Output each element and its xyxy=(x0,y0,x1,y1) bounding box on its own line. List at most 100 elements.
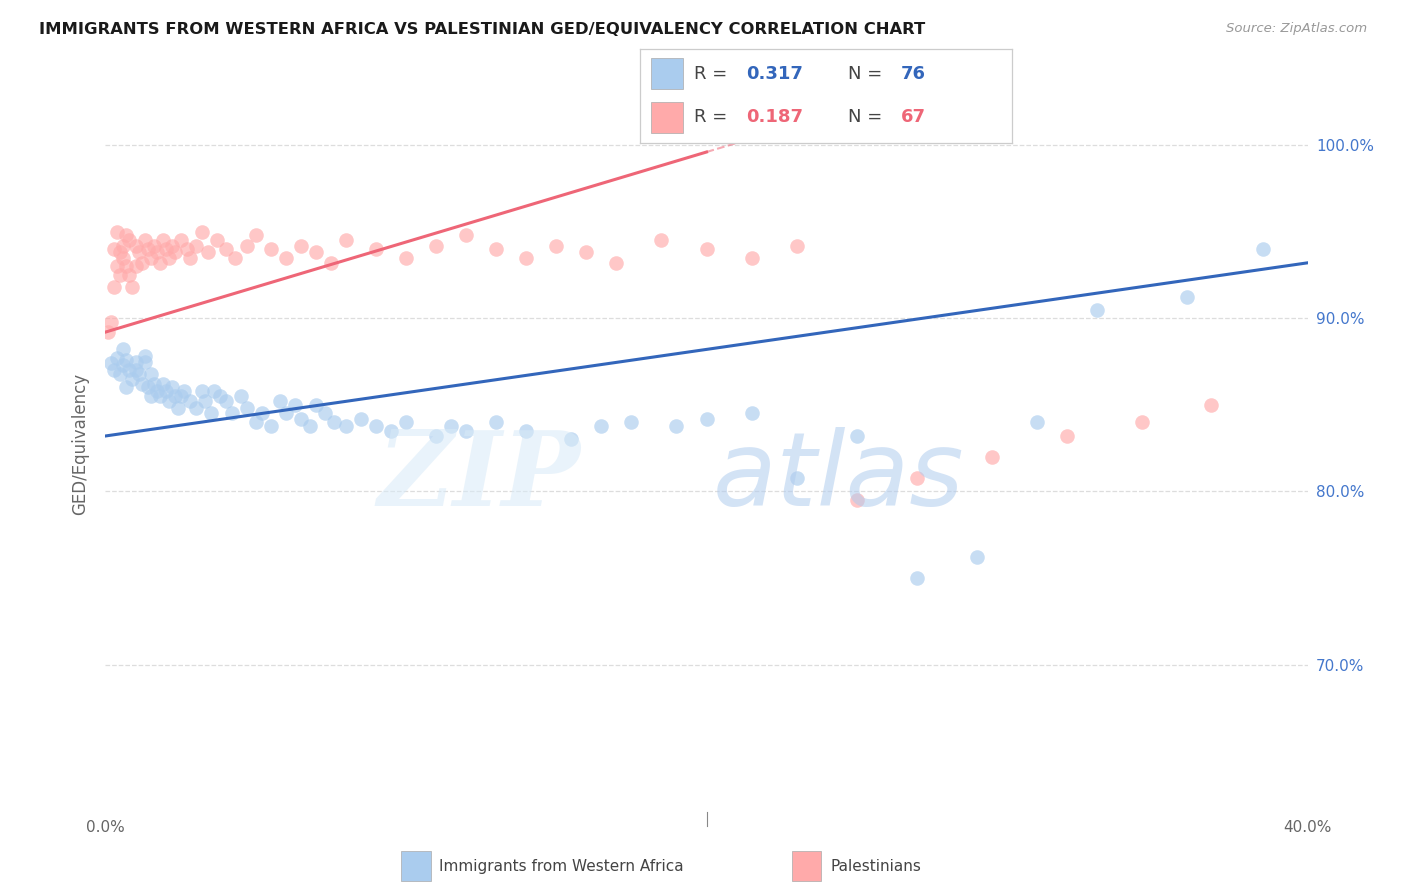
Point xyxy=(121,372,143,386)
Point xyxy=(197,245,219,260)
Text: N =: N = xyxy=(848,108,889,126)
Point xyxy=(200,407,222,421)
Point xyxy=(905,470,928,484)
Point xyxy=(160,238,183,252)
Point xyxy=(112,251,135,265)
Text: 67: 67 xyxy=(900,108,925,126)
Point xyxy=(905,571,928,585)
Point xyxy=(139,367,162,381)
Point xyxy=(274,407,297,421)
Text: Palestinians: Palestinians xyxy=(831,859,921,873)
Point xyxy=(454,424,477,438)
Point xyxy=(176,242,198,256)
Point xyxy=(139,251,162,265)
Bar xyxy=(651,59,682,89)
Point xyxy=(112,343,135,357)
Point xyxy=(142,377,165,392)
Point xyxy=(115,352,138,367)
Point xyxy=(103,363,125,377)
Point xyxy=(145,384,167,398)
Point xyxy=(157,394,180,409)
Point xyxy=(115,260,138,274)
Point xyxy=(118,363,141,377)
Point xyxy=(485,415,508,429)
Point xyxy=(163,245,186,260)
Point xyxy=(205,233,228,247)
Point xyxy=(163,389,186,403)
Point xyxy=(319,256,342,270)
Point xyxy=(665,418,688,433)
Point xyxy=(290,411,312,425)
Point xyxy=(107,225,129,239)
Point xyxy=(118,268,141,282)
Point xyxy=(364,242,387,256)
Text: N =: N = xyxy=(848,65,889,83)
Point xyxy=(214,242,236,256)
Text: 0.317: 0.317 xyxy=(747,65,803,83)
Point xyxy=(179,394,201,409)
Point xyxy=(214,394,236,409)
Point xyxy=(274,251,297,265)
Point xyxy=(131,377,153,392)
Point xyxy=(454,228,477,243)
Point xyxy=(229,389,252,403)
Point xyxy=(103,242,125,256)
Text: R =: R = xyxy=(693,65,733,83)
Point xyxy=(121,280,143,294)
Point xyxy=(591,418,613,433)
Point xyxy=(124,260,146,274)
Point xyxy=(118,233,141,247)
Point xyxy=(152,233,174,247)
Point xyxy=(696,411,718,425)
Point xyxy=(134,354,156,368)
Text: Source: ZipAtlas.com: Source: ZipAtlas.com xyxy=(1226,22,1367,36)
Point xyxy=(139,389,162,403)
Point xyxy=(1026,415,1049,429)
Point xyxy=(395,251,418,265)
Point xyxy=(305,245,328,260)
Text: R =: R = xyxy=(693,108,733,126)
Point xyxy=(1251,242,1274,256)
Point xyxy=(166,401,188,416)
Point xyxy=(350,411,373,425)
Point xyxy=(208,389,231,403)
Point xyxy=(741,407,763,421)
Text: atlas: atlas xyxy=(713,427,965,527)
Point xyxy=(131,256,153,270)
Point xyxy=(260,242,283,256)
Point xyxy=(110,245,132,260)
Point xyxy=(786,238,808,252)
Point xyxy=(696,242,718,256)
Point xyxy=(515,424,537,438)
Point xyxy=(155,384,177,398)
Point xyxy=(107,260,129,274)
Point xyxy=(136,242,159,256)
Text: IMMIGRANTS FROM WESTERN AFRICA VS PALESTINIAN GED/EQUIVALENCY CORRELATION CHART: IMMIGRANTS FROM WESTERN AFRICA VS PALEST… xyxy=(39,22,925,37)
Point xyxy=(485,242,508,256)
Point xyxy=(224,251,246,265)
Point xyxy=(425,429,447,443)
Point xyxy=(100,356,122,370)
Point xyxy=(1175,290,1198,304)
Point xyxy=(190,225,212,239)
Point xyxy=(515,251,537,265)
Point xyxy=(335,418,357,433)
Point xyxy=(1056,429,1078,443)
Point xyxy=(395,415,418,429)
Point xyxy=(245,415,267,429)
Point xyxy=(650,233,672,247)
Point xyxy=(124,363,146,377)
Bar xyxy=(402,851,430,881)
Text: ZIP: ZIP xyxy=(377,426,581,528)
Point xyxy=(314,407,336,421)
Point xyxy=(134,233,156,247)
Point xyxy=(160,380,183,394)
Point xyxy=(335,233,357,247)
Point xyxy=(110,268,132,282)
Point xyxy=(145,245,167,260)
Point xyxy=(115,228,138,243)
Point xyxy=(128,367,150,381)
Point xyxy=(152,377,174,392)
Point xyxy=(134,349,156,363)
Bar xyxy=(792,851,821,881)
